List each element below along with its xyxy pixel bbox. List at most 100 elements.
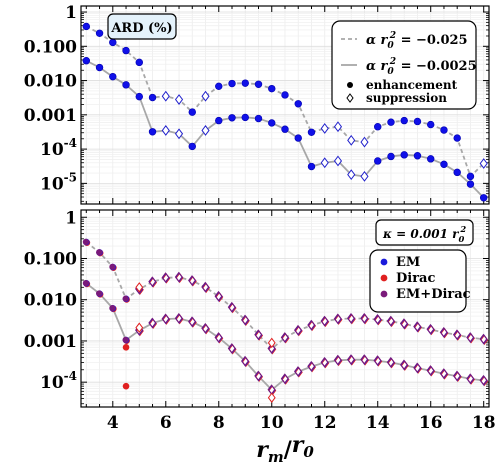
y-tick-label: 0.010 xyxy=(24,291,77,311)
legend-label-em: EM xyxy=(396,255,420,270)
data-point-enhancement xyxy=(188,108,196,116)
data-point-enhancement xyxy=(307,162,316,171)
data-point-em-dirac xyxy=(373,355,382,366)
y-tick-label: 10-4 xyxy=(40,369,77,393)
data-point-suppression xyxy=(161,125,170,136)
legend-swatch-em xyxy=(380,258,388,266)
data-point-em-dirac xyxy=(109,304,116,312)
data-point-enhancement xyxy=(82,22,90,31)
data-point-em-dirac xyxy=(188,275,196,286)
data-point-dirac xyxy=(135,322,144,333)
data-point-enhancement xyxy=(241,113,249,122)
y-tick-label: 1 xyxy=(65,208,77,228)
data-point-suppression xyxy=(347,134,356,146)
data-point-em-dirac xyxy=(386,315,395,327)
data-point-em-dirac xyxy=(174,312,183,324)
data-point-enhancement xyxy=(268,119,276,127)
data-point-em-dirac xyxy=(452,370,461,382)
data-point-em-dirac xyxy=(399,318,408,329)
data-point-em-dirac xyxy=(333,313,342,324)
y-tick-label: 0.001 xyxy=(24,332,77,352)
data-point-em-dirac xyxy=(307,360,316,372)
data-point-enhancement xyxy=(228,79,236,88)
data-point-suppression xyxy=(320,123,329,134)
data-point-enhancement xyxy=(294,134,302,142)
data-point-em-dirac xyxy=(307,319,316,331)
data-point-enhancement xyxy=(440,126,448,134)
x-tick-label: 6 xyxy=(160,413,172,433)
kappa-label: κ = 0.001 r02 xyxy=(382,224,466,244)
data-point-suppression xyxy=(174,128,184,140)
data-point-em-dirac xyxy=(267,343,276,354)
data-point-em-dirac xyxy=(466,332,475,343)
legend-swatch-dirac xyxy=(380,274,388,282)
data-point-em-dirac xyxy=(241,355,249,367)
data-point-em-dirac xyxy=(174,271,183,283)
legend-swatch-enhancement xyxy=(347,82,353,88)
data-point-enhancement xyxy=(480,194,488,202)
data-point-em-dirac xyxy=(386,356,395,368)
panel-top: 1 0.100 0.010 0.001 10-4 10-5 ARD (%) α r02 = −… xyxy=(24,3,490,205)
data-point-em-dirac xyxy=(320,315,329,327)
data-point-suppression xyxy=(479,158,488,169)
data-point-suppression xyxy=(347,169,356,181)
data-point-em-dirac xyxy=(161,313,170,324)
data-point-dirac xyxy=(135,282,144,293)
data-point-suppression xyxy=(174,94,184,105)
data-point-enhancement xyxy=(440,160,448,169)
data-point-em-dirac xyxy=(148,276,157,287)
data-point-enhancement xyxy=(241,79,249,87)
legend-swatch-suppression xyxy=(346,93,354,103)
legend-label-enhancement: enhancement xyxy=(366,78,458,92)
data-point-enhancement xyxy=(400,116,408,125)
data-point-dirac xyxy=(267,392,276,403)
legend-label-solid: α r02 = −0.0025 xyxy=(366,56,477,77)
legend-label-dashed: α r02 = −0.025 xyxy=(366,30,468,51)
data-point-em-dirac xyxy=(82,238,89,245)
data-point-em-dirac xyxy=(188,316,196,327)
data-point-em-dirac xyxy=(479,374,488,386)
data-point-dirac xyxy=(122,344,130,351)
y-tick-label: 0.100 xyxy=(24,249,77,269)
data-point-enhancement xyxy=(413,117,422,126)
data-point-enhancement xyxy=(148,128,157,136)
data-point-enhancement xyxy=(294,100,302,108)
data-point-em-dirac xyxy=(148,317,157,329)
data-point-enhancement xyxy=(148,93,157,102)
y-tick-label: 10-4 xyxy=(40,136,77,160)
data-point-enhancement xyxy=(254,80,263,88)
data-point-em-dirac xyxy=(360,354,369,365)
data-point-em-dirac xyxy=(452,329,461,340)
ard-badge xyxy=(107,13,177,40)
x-tick-label: 10 xyxy=(260,413,284,433)
data-point-em-dirac xyxy=(479,333,488,345)
panel-bottom: 1 0.100 0.010 0.001 10-4 κ = 0.001 r02 EMDirac… xyxy=(24,208,490,408)
legend-label-suppression: suppression xyxy=(366,91,447,105)
data-point-enhancement xyxy=(413,152,422,160)
legend-box xyxy=(331,20,477,110)
data-point-suppression xyxy=(320,157,329,169)
data-point-dirac xyxy=(122,382,130,390)
data-point-enhancement xyxy=(281,91,289,99)
data-point-em-dirac xyxy=(109,263,116,270)
data-point-em-dirac xyxy=(333,354,342,366)
data-point-enhancement xyxy=(374,123,382,131)
x-axis-label: rm/r0 xyxy=(256,432,314,463)
data-point-enhancement xyxy=(228,114,236,122)
x-tick-label: 14 xyxy=(366,413,390,433)
data-point-enhancement xyxy=(122,81,130,89)
data-point-em-dirac xyxy=(96,249,103,256)
data-point-suppression xyxy=(333,155,343,167)
data-point-em-dirac xyxy=(399,359,408,371)
data-point-enhancement xyxy=(215,116,223,125)
ard-badge-label: ARD (%) xyxy=(110,21,172,36)
y-tick-label: 10-5 xyxy=(40,170,77,194)
data-point-enhancement xyxy=(188,142,196,151)
data-point-dirac xyxy=(267,337,276,349)
data-point-em-dirac xyxy=(280,373,289,384)
data-point-em-dirac xyxy=(320,356,329,368)
data-point-enhancement xyxy=(307,128,316,136)
data-point-enhancement xyxy=(466,180,475,188)
y-tick-label: 0.100 xyxy=(24,37,77,57)
